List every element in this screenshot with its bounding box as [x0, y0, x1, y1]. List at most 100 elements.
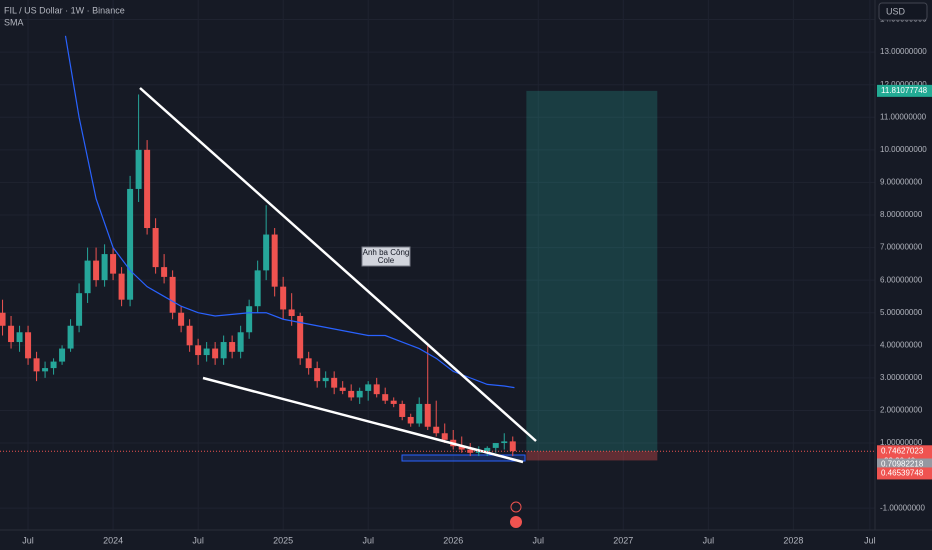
candle-body: [501, 441, 508, 444]
candle-body: [314, 368, 321, 382]
candle-body: [229, 342, 236, 352]
candle-body: [203, 348, 210, 356]
candle-body: [8, 325, 15, 343]
y-tick-label: 8.00000000: [880, 210, 923, 219]
candle-body: [390, 400, 397, 404]
candle-body: [475, 451, 482, 453]
candle-body: [441, 433, 448, 440]
candle-body: [59, 348, 66, 362]
y-tick-label: 13.00000000: [880, 47, 927, 56]
candle-body: [76, 293, 83, 326]
y-tick-label: 10.00000000: [880, 145, 927, 154]
plot-area: [0, 35, 875, 464]
candle-body: [254, 270, 261, 307]
chart-title: FIL / US Dollar · 1W · Binance: [4, 5, 125, 15]
candle-body: [280, 286, 287, 310]
y-tick-label: 6.00000000: [880, 275, 923, 284]
x-tick-label: 2024: [103, 535, 123, 545]
candle-body: [263, 234, 270, 271]
sma-line: [64, 35, 515, 389]
currency-button[interactable]: [878, 2, 928, 21]
y-tick-label: 7.00000000: [880, 243, 923, 252]
candle-body: [382, 394, 389, 401]
candle-body: [237, 332, 244, 352]
candle-body: [127, 188, 134, 300]
zone-drawing: [401, 454, 526, 462]
candle-body: [484, 447, 491, 452]
x-tick-label: Jul: [22, 535, 34, 545]
candle-body: [433, 426, 440, 434]
candle-body: [50, 361, 57, 369]
candle-body: [212, 348, 219, 359]
x-tick-label: Jul: [192, 535, 204, 545]
candle-body: [93, 260, 100, 281]
annotation-box: [361, 246, 411, 267]
x-tick-label: 2028: [783, 535, 803, 545]
candle-body: [246, 306, 253, 333]
price-label: 0.70982218: [881, 460, 924, 469]
event-icon[interactable]: [510, 501, 522, 513]
x-tick-label: 2026: [443, 535, 463, 545]
candle-body: [118, 273, 125, 300]
candle-body: [467, 449, 474, 453]
candle-body: [101, 254, 108, 281]
candle-body: [195, 345, 202, 356]
candle-body: [297, 315, 304, 359]
price-label-bg: [877, 467, 932, 480]
candle-body: [373, 384, 380, 395]
candle-body: [135, 149, 142, 189]
candle-body: [416, 403, 423, 424]
x-tick-label: Jul: [362, 535, 374, 545]
candle-body: [110, 254, 117, 274]
price-label: 11.81077748: [881, 86, 928, 95]
y-tick-label: 11.00000000: [880, 112, 927, 121]
candle-body: [424, 403, 431, 427]
x-tick-label: 2027: [613, 535, 633, 545]
loss-zone: [526, 451, 658, 461]
candle-body: [0, 312, 6, 326]
candle-body: [348, 390, 355, 398]
candle-body: [67, 325, 74, 349]
event-icon[interactable]: [510, 516, 522, 528]
annotation-text: Cole: [378, 256, 395, 265]
x-tick-label: 2025: [273, 535, 293, 545]
price-label: 0.74627023: [881, 446, 924, 455]
candle-body: [169, 276, 176, 313]
candle-body: [144, 149, 151, 229]
candle-body: [25, 332, 32, 359]
currency-label[interactable]: USD: [886, 6, 906, 16]
y-tick-label: 4.00000000: [880, 340, 923, 349]
annotation-text: Anh ba Công: [363, 248, 410, 257]
candle-body: [33, 358, 40, 372]
candle-body: [399, 403, 406, 417]
y-tick-label: 12.00000000: [880, 80, 927, 89]
candle-body: [339, 387, 346, 391]
indicator-label: SMA: [4, 17, 24, 27]
trendline: [139, 87, 537, 442]
candle-body: [178, 312, 185, 326]
trendline: [202, 376, 524, 464]
price-label-bg: [877, 84, 932, 97]
x-tick-label: Jul: [864, 535, 876, 545]
y-tick-label: 2.00000000: [880, 406, 923, 415]
candle-body: [458, 446, 465, 450]
candle-body: [288, 309, 295, 316]
candle-body: [186, 325, 193, 346]
candle-body: [356, 390, 363, 398]
y-tick-label: 1.00000000: [880, 438, 923, 447]
candle-body: [84, 260, 91, 294]
profit-zone: [526, 90, 658, 452]
candle-body: [407, 416, 414, 424]
candle-body: [42, 368, 49, 372]
candle-body: [492, 443, 499, 448]
candle-body: [322, 377, 329, 382]
candle-body: [509, 441, 516, 452]
y-tick-label: 9.00000000: [880, 178, 923, 187]
x-tick-label: Jul: [703, 535, 715, 545]
candle-body: [331, 377, 338, 388]
candle-body: [365, 384, 372, 391]
y-tick-label: 5.00000000: [880, 308, 923, 317]
candle-body: [16, 332, 23, 343]
